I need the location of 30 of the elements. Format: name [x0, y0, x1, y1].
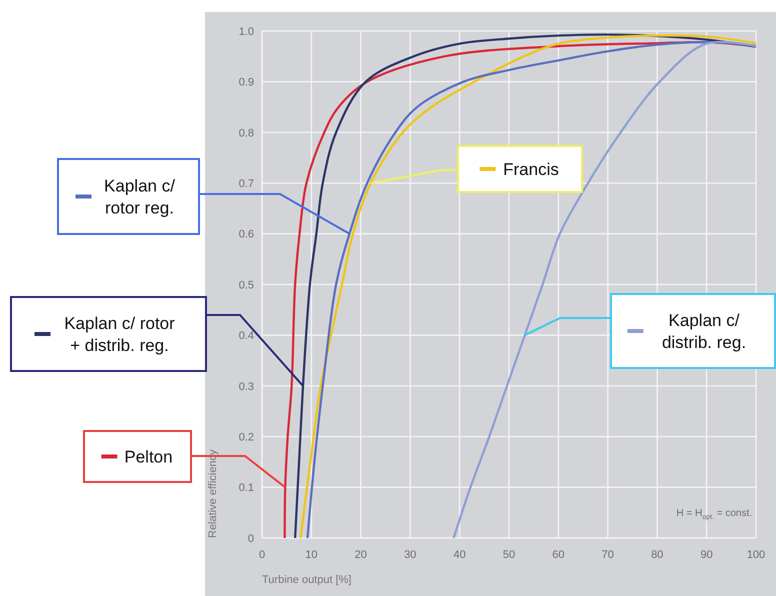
legend-label: Francis — [503, 160, 559, 179]
x-tick-label: 60 — [552, 549, 565, 561]
y-tick-label: 1.0 — [238, 26, 254, 38]
y-tick-label: 0.9 — [238, 76, 254, 89]
y-tick-label: 0.2 — [238, 431, 254, 444]
x-tick-label: 20 — [354, 549, 367, 561]
x-tick-label: 70 — [602, 549, 614, 561]
legend-label: Kaplan c/ distrib. reg. — [662, 311, 746, 352]
legend-label: Pelton — [124, 448, 173, 466]
x-tick-label: 30 — [404, 549, 416, 561]
y-tick-label: 0.8 — [238, 127, 254, 140]
y-tick-label: 0.5 — [238, 279, 254, 292]
legend-label: Kaplan c/ rotor reg. — [104, 176, 176, 218]
y-axis-title: Relative efficiency — [207, 449, 219, 538]
x-tick-label: 50 — [502, 549, 516, 561]
annotation: H = H$_{opt.}$ = const. — [676, 508, 752, 521]
legend-label: Kaplan c/ rotor + distrib. reg. — [64, 314, 176, 355]
y-tick-label: 0.3 — [238, 380, 254, 393]
y-tick-label: 0.4 — [238, 330, 254, 342]
y-tick-label: 0.6 — [238, 228, 254, 241]
x-tick-label: 0 — [258, 549, 266, 561]
x-tick-label: 10 — [305, 549, 318, 561]
x-axis-title: Turbine output [%] — [262, 574, 352, 586]
x-tick-label: 100 — [746, 549, 766, 561]
x-tick-label: 90 — [700, 549, 713, 561]
y-tick-label: 0.7 — [238, 178, 254, 190]
x-tick-label: 40 — [453, 549, 466, 561]
y-tick-label: 0 — [248, 532, 254, 545]
x-tick-label: 80 — [651, 549, 664, 561]
y-tick-label: 0.1 — [238, 482, 254, 494]
